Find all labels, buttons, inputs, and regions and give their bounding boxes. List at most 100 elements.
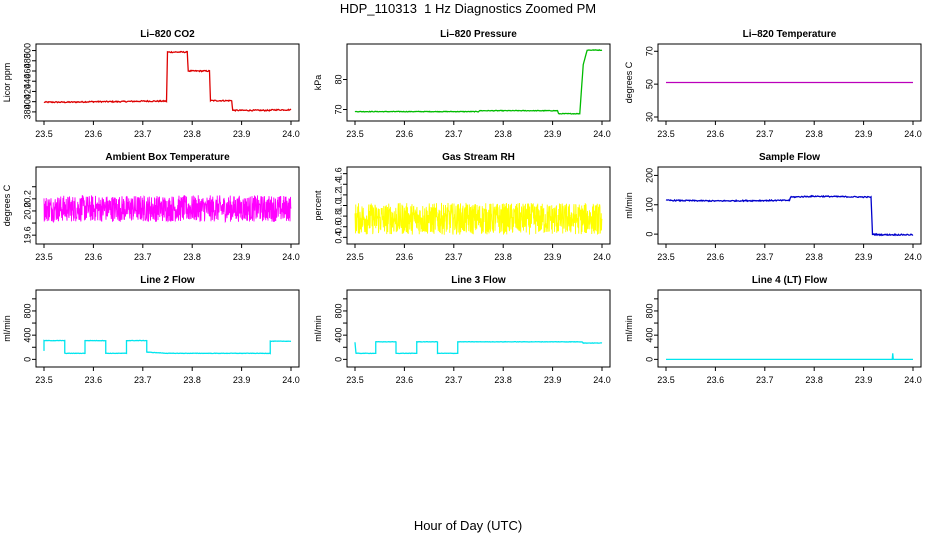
panel-title: Li–820 Temperature	[743, 29, 837, 40]
y-tick-label: 70	[644, 46, 654, 56]
series-line-1	[354, 202, 603, 235]
x-tick-label: 23.9	[233, 252, 251, 262]
x-tick-label: 23.8	[494, 252, 512, 262]
x-tick-label: 23.8	[805, 252, 823, 262]
x-tick-label: 23.7	[756, 375, 774, 385]
x-tick-label: 24.0	[282, 129, 300, 139]
x-tick-label: 23.9	[544, 252, 562, 262]
x-tick-label: 23.7	[445, 129, 463, 139]
y-tick-label: 1.0	[333, 199, 343, 212]
panel-6: Sample Flow ml/min 23.5 23.6 23.7 23.8 23.9 24.…	[624, 152, 922, 262]
x-tick-label: 23.7	[134, 252, 152, 262]
y-tick-label: 80	[333, 74, 343, 84]
plot-frame	[346, 43, 611, 122]
x-tick-label: 23.6	[396, 129, 414, 139]
x-tick-label: 23.9	[855, 252, 873, 262]
y-tick-label: 20.0	[22, 202, 32, 220]
x-tick-label: 23.5	[35, 375, 53, 385]
x-tick-label: 23.5	[346, 375, 364, 385]
y-tick-label: 800	[644, 303, 654, 318]
y-tick-label: 19.6	[22, 226, 32, 244]
panel-title: Line 4 (LT) Flow	[752, 275, 828, 286]
x-tick-label: 23.8	[805, 375, 823, 385]
panel-9: Line 4 (LT) Flow ml/min 23.5 23.6 23.7 23.8 23…	[624, 275, 922, 385]
plot-frame	[346, 289, 611, 368]
x-tick-label: 23.5	[657, 252, 675, 262]
y-axis-label: ml/min	[313, 315, 323, 342]
plot-frame	[35, 289, 300, 368]
series-line-1	[354, 49, 603, 115]
x-tick-label: 24.0	[904, 375, 922, 385]
plot-frame	[35, 166, 300, 245]
x-tick-label: 23.8	[183, 252, 201, 262]
y-tick-label: 200	[644, 168, 654, 183]
y-tick-label: 400	[22, 94, 32, 109]
x-tick-label: 23.6	[396, 252, 414, 262]
x-tick-label: 23.6	[85, 375, 103, 385]
y-tick-label: 0	[22, 357, 32, 362]
y-tick-label: 400	[333, 328, 343, 343]
x-tick-label: 23.5	[346, 129, 364, 139]
panel-7: Line 2 Flow ml/min 23.5 23.6 23.7 23.8 23.9 24.…	[2, 275, 300, 385]
x-tick-label: 23.6	[396, 375, 414, 385]
x-tick-label: 23.7	[134, 129, 152, 139]
series-line-1	[43, 50, 292, 112]
x-tick-label: 24.0	[593, 252, 611, 262]
y-axis-label: ml/min	[2, 315, 12, 342]
x-tick-label: 23.5	[35, 252, 53, 262]
x-tick-label: 23.6	[85, 252, 103, 262]
panel-4: Ambient Box Temperature degrees C 23.5 23.6…	[2, 152, 300, 262]
y-tick-label: 0.6	[333, 220, 343, 233]
y-axis-label: kPa	[313, 75, 323, 91]
figure-title: HDP_110313 1 Hz Diagnostics Zoomed PM	[339, 1, 597, 16]
y-tick-label: 70	[333, 104, 343, 114]
x-tick-label: 23.9	[855, 129, 873, 139]
x-tick-label: 23.6	[707, 129, 725, 139]
x-tick-label: 23.7	[756, 252, 774, 262]
x-tick-label: 23.9	[544, 375, 562, 385]
y-tick-label: 800	[333, 303, 343, 318]
panel-3: Li–820 Temperature degrees C 23.5 23.6 23.7 2…	[624, 29, 922, 139]
x-tick-label: 23.9	[233, 375, 251, 385]
series-line-1	[665, 194, 914, 237]
panel-title: Line 2 Flow	[140, 275, 195, 286]
x-tick-label: 23.5	[657, 375, 675, 385]
x-tick-label: 23.8	[494, 129, 512, 139]
x-tick-label: 23.9	[233, 129, 251, 139]
y-tick-label: 500	[22, 43, 32, 58]
panel-title: Li–820 CO2	[140, 29, 195, 40]
x-tick-label: 23.6	[707, 252, 725, 262]
series-line-1	[354, 340, 603, 355]
y-tick-label: 420	[22, 84, 32, 99]
y-tick-label: 100	[644, 197, 654, 212]
x-tick-label: 24.0	[282, 252, 300, 262]
panel-title: Line 3 Flow	[451, 275, 506, 286]
x-tick-label: 23.5	[346, 252, 364, 262]
x-tick-label: 23.7	[134, 375, 152, 385]
panel-title: Sample Flow	[759, 152, 820, 163]
y-tick-label: 380	[22, 104, 32, 119]
x-tick-label: 23.9	[855, 375, 873, 385]
y-tick-label: 400	[644, 328, 654, 343]
y-tick-label: 0	[644, 232, 654, 237]
y-tick-label: 1.2	[333, 189, 343, 202]
x-axis-label: Hour of Day (UTC)	[413, 518, 523, 533]
y-tick-label: 800	[22, 303, 32, 318]
x-tick-label: 24.0	[904, 252, 922, 262]
plot-frame	[657, 166, 922, 245]
y-tick-label: 1.6	[333, 167, 343, 180]
panel-8: Line 3 Flow ml/min 23.5 23.6 23.7 23.8 23.9 24.…	[313, 275, 611, 385]
plot-frame	[657, 289, 922, 368]
x-tick-label: 23.6	[707, 375, 725, 385]
plot-frame	[657, 43, 922, 122]
y-axis-label: percent	[313, 190, 323, 221]
x-tick-label: 23.7	[756, 129, 774, 139]
x-tick-label: 23.8	[183, 375, 201, 385]
x-tick-label: 23.7	[445, 375, 463, 385]
y-tick-label: 0	[333, 357, 343, 362]
series-line-1	[43, 194, 292, 224]
x-tick-label: 23.8	[494, 375, 512, 385]
y-tick-label: 0	[644, 357, 654, 362]
x-tick-label: 23.5	[657, 129, 675, 139]
